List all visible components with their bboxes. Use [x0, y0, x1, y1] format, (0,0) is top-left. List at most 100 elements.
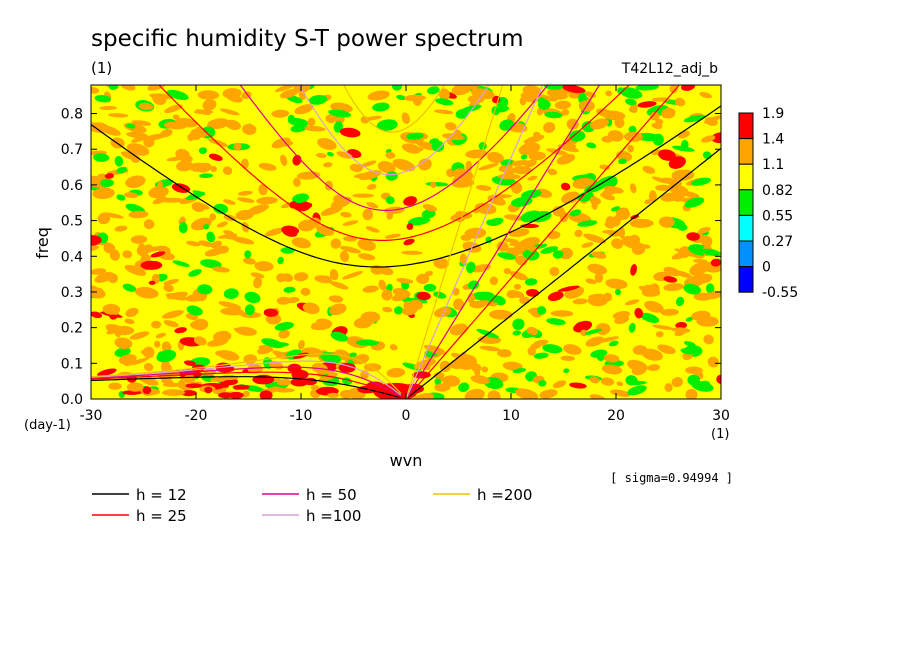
spectrum-cell [552, 380, 567, 389]
spectrum-cell [122, 283, 137, 292]
spectrum-cell [423, 283, 437, 292]
y-tick-label: 0.2 [61, 321, 83, 337]
spectrum-cell [700, 248, 721, 256]
spectrum-cell [577, 191, 594, 202]
spectrum-cell [327, 392, 340, 398]
spectrum-cell [504, 238, 519, 243]
spectrum-cell [206, 338, 229, 347]
spectrum-cell [148, 280, 156, 285]
spectrum-cell [526, 244, 538, 253]
spectrum-cell [340, 211, 352, 218]
spectrum-cell [685, 388, 698, 399]
spectrum-cell [573, 320, 593, 333]
spectrum-cell [164, 104, 183, 114]
spectrum-cell [222, 166, 233, 176]
spectrum-cell [233, 142, 242, 151]
spectrum-cell [218, 375, 239, 381]
spectrum-cell [317, 372, 338, 382]
spectrum-cell [396, 278, 414, 284]
spectrum-cell [107, 273, 119, 284]
spectrum-cell [302, 302, 320, 315]
spectrum-cell [258, 183, 268, 196]
spectrum-cell [307, 217, 321, 229]
spectrum-cell [215, 350, 237, 358]
spectrum-cell [225, 119, 242, 130]
spectrum-cell [588, 293, 604, 299]
colorbar-swatch [738, 112, 754, 140]
spectrum-cell [685, 316, 694, 322]
colorbar-label: 1.4 [762, 132, 784, 148]
spectrum-cell [298, 89, 306, 101]
colorbar-swatch [738, 163, 754, 191]
x-tick-label: -30 [80, 408, 103, 424]
spectrum-cell [655, 184, 671, 191]
spectrum-cell [294, 104, 314, 115]
y-tick-label: 0.1 [61, 356, 83, 372]
dispersion-curve [91, 376, 401, 399]
spectrum-cell [276, 296, 291, 305]
spectrum-cell [211, 240, 222, 249]
spectrum-cell [433, 258, 449, 269]
spectrum-cell [569, 130, 586, 142]
spectrum-cell [630, 263, 637, 276]
spectrum-cell [162, 382, 182, 387]
spectrum-cell [254, 261, 274, 272]
spectrum-cell [511, 181, 523, 194]
spectrum-cell [512, 368, 527, 374]
spectrum-cell [671, 327, 691, 333]
spectrum-cell [547, 291, 564, 302]
spectrum-cell [539, 389, 558, 399]
sigma-note: [ sigma=0.94994 ] [610, 471, 733, 485]
spectrum-cell [401, 112, 410, 124]
dispersion-curve [91, 105, 721, 268]
spectrum-cell [628, 106, 637, 113]
spectrum-cell [512, 330, 522, 336]
spectrum-cell [187, 133, 194, 141]
spectrum-cell [401, 143, 421, 154]
spectrum-cell [674, 97, 686, 107]
spectrum-cell [451, 85, 473, 96]
spectrum-cell [91, 268, 107, 275]
spectrum-cell [104, 173, 114, 179]
spectrum-cell [307, 117, 316, 127]
spectrum-cell [156, 180, 163, 192]
spectrum-cell [134, 286, 159, 299]
spectrum-cell [641, 348, 663, 361]
spectrum-cell [325, 114, 336, 124]
spectrum-cell [258, 162, 277, 171]
spectrum-cell [161, 389, 186, 396]
spectrum-cell [120, 85, 136, 91]
spectrum-cell [193, 132, 210, 138]
spectrum-cell [594, 271, 604, 283]
spectrum-cell [668, 156, 686, 169]
spectrum-cell [663, 283, 684, 292]
spectrum-cell [163, 284, 174, 292]
spectrum-cell [557, 144, 580, 153]
spectrum-cell [270, 342, 289, 348]
spectrum-cell [472, 207, 481, 214]
spectrum-cell [698, 227, 711, 234]
spectrum-cell [629, 218, 654, 228]
spectrum-cell [569, 209, 582, 217]
colorbar-label: 1.1 [762, 157, 784, 173]
spectrum-cell [444, 122, 457, 131]
legend-label: h = 25 [136, 507, 187, 525]
spectrum-cell [292, 193, 310, 204]
spectrum-cell [219, 108, 240, 116]
y-tick-label: 0.8 [61, 107, 83, 123]
spectrum-cell [111, 310, 119, 315]
y-tick-label: 0.0 [61, 392, 83, 408]
spectrum-cell [583, 233, 607, 244]
spectrum-cell [423, 344, 446, 355]
colorbar: 1.9 1.4 1.1 0.82 0.55 0.27 0 -0.55 [738, 106, 798, 301]
spectrum-cell [538, 380, 547, 387]
spectrum-cell [358, 253, 376, 261]
dispersion-curve [298, 85, 490, 176]
spectrum-cell [514, 388, 539, 399]
spectrum-cell [629, 183, 637, 194]
spectrum-cell [655, 331, 664, 338]
spectrum-cell [497, 349, 512, 358]
spectrum-cell [100, 178, 114, 188]
spectrum-cell [365, 226, 380, 233]
